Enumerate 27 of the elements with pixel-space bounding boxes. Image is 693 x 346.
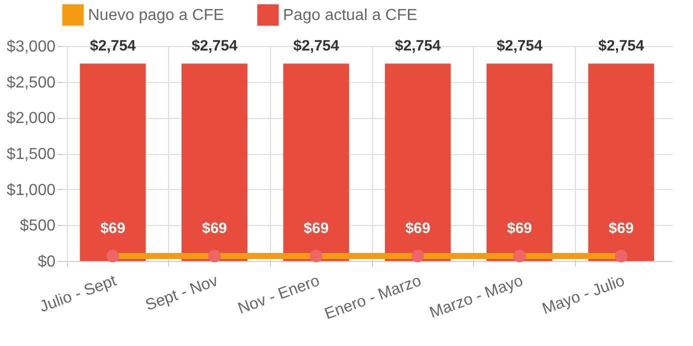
data-label: $69 xyxy=(202,220,228,238)
x-tick-label: Mayo - Julio xyxy=(540,272,628,318)
y-tick-label: $1,000 xyxy=(6,182,56,199)
data-label: $2,754 xyxy=(192,38,238,55)
legend-label: Nuevo pago a CFE xyxy=(88,7,224,24)
data-label: $2,754 xyxy=(496,38,544,55)
x-tick-label: Julio - Sept xyxy=(38,272,120,316)
legend-label: Pago actual a CFE xyxy=(283,7,418,24)
x-tick-label: Sept - Nov xyxy=(143,272,220,314)
y-tick-label: $1,500 xyxy=(6,146,56,163)
data-label: $69 xyxy=(608,220,634,238)
data-label: $2,754 xyxy=(598,38,645,55)
x-tick-label: Marzo - Mayo xyxy=(428,272,526,322)
y-tick-label: $0 xyxy=(38,254,56,270)
data-label: $69 xyxy=(100,220,126,238)
data-label: $2,754 xyxy=(90,38,136,55)
y-tick-label: $3,000 xyxy=(6,38,56,56)
data-label: $2,754 xyxy=(293,38,340,55)
data-label: $69 xyxy=(506,220,532,238)
y-tick-label: $2,500 xyxy=(6,74,56,92)
y-tick-label: $500 xyxy=(20,218,56,235)
x-tick-label: Enero - Marzo xyxy=(322,272,424,324)
y-tick-label: $2,000 xyxy=(6,110,56,128)
data-label: $2,754 xyxy=(394,38,442,55)
data-label: $69 xyxy=(304,220,329,238)
data-label: $69 xyxy=(405,220,430,238)
x-tick-label: Nov - Enero xyxy=(236,272,322,318)
